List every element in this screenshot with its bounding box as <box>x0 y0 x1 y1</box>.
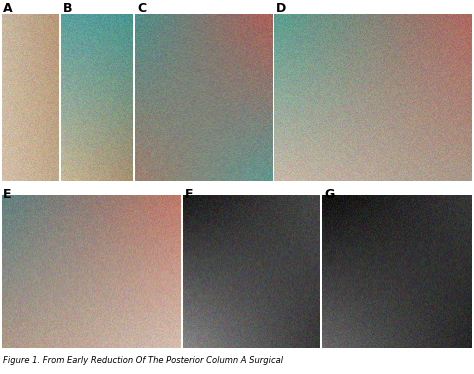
Text: F: F <box>185 188 193 201</box>
Text: D: D <box>276 2 286 15</box>
Text: Figure 1. From Early Reduction Of The Posterior Column A Surgical: Figure 1. From Early Reduction Of The Po… <box>3 356 283 365</box>
Text: G: G <box>324 188 334 201</box>
Text: A: A <box>3 2 13 15</box>
Text: C: C <box>137 2 146 15</box>
Text: B: B <box>63 2 73 15</box>
Text: E: E <box>3 188 11 201</box>
